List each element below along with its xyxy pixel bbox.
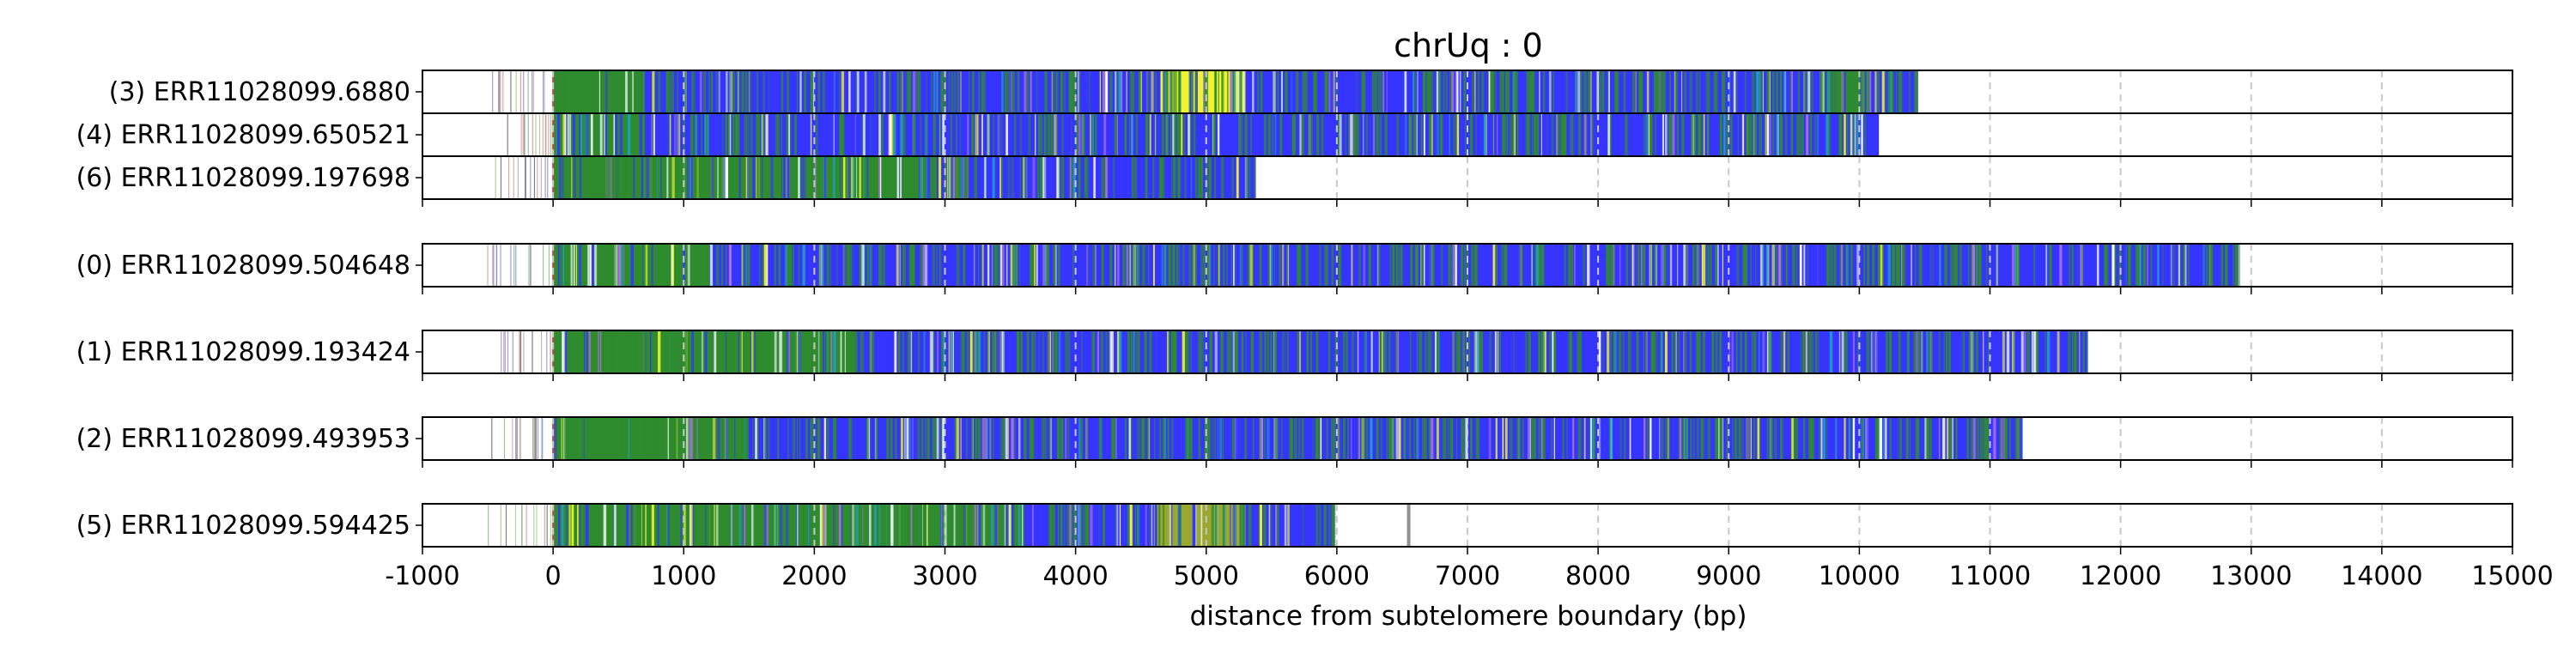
x-tick-label: 5000 [1174,561,1239,591]
x-axis-label: distance from subtelomere boundary (bp) [1190,601,1747,632]
x-tick-label: 7000 [1435,561,1500,591]
x-tick-label: 10000 [1819,561,1900,591]
read-track: (3) ERR11028099.6880 [109,70,2513,114]
read-label: (5) ERR11028099.594425 [76,511,410,541]
x-tick-label: 8000 [1565,561,1631,591]
read-track: (5) ERR11028099.594425 [76,503,2513,548]
read-segment-green [553,417,750,460]
x-tick-label: 11000 [1949,561,2031,591]
x-tick-label: 9000 [1696,561,1761,591]
x-tick-label: -1000 [385,561,459,591]
read-label: (1) ERR11028099.193424 [76,337,410,367]
boundary-line [552,113,555,156]
boundary-line [552,417,555,460]
read-track: (0) ERR11028099.504648 [76,243,2513,288]
x-tick-label: 0 [545,561,562,591]
read-segment-olive [1153,504,1246,547]
read-segment-blue [749,417,2023,460]
boundary-line [552,70,555,113]
x-tick-label: 6000 [1304,561,1370,591]
read-track: (4) ERR11028099.650521 [76,112,2513,157]
read-track: (6) ERR11028099.197698 [76,155,2513,200]
read-track: (2) ERR11028099.493953 [76,416,2513,461]
boundary-line [552,244,555,287]
x-tick-label: 4000 [1042,561,1108,591]
read-label: (3) ERR11028099.6880 [109,77,410,107]
read-marker [1406,504,1411,547]
read-label: (6) ERR11028099.197698 [76,163,410,193]
read-segment-blue [709,244,2239,287]
x-tick-label: 15000 [2471,561,2553,591]
read-label: (0) ERR11028099.504648 [76,251,410,281]
chart-title: chrUq : 0 [1394,27,1543,64]
x-tick-label: 1000 [651,561,716,591]
x-tick-label: 13000 [2210,561,2292,591]
read-label: (4) ERR11028099.650521 [76,120,410,150]
read-track: (1) ERR11028099.193424 [76,330,2513,374]
read-label: (2) ERR11028099.493953 [76,424,410,454]
tracks: (3) ERR11028099.6880 (4) ERR11028099.6505… [76,70,2513,548]
x-axis: -1000 0 1000 2000 3000 4000 5000 6000 7000 8000 90… [385,199,2554,591]
boundary-line [552,330,555,373]
x-tick-label: 14000 [2341,561,2422,591]
boundary-line [552,156,555,199]
x-tick-label: 12000 [2080,561,2161,591]
boundary-line [552,504,555,547]
read-segment-green [553,70,645,113]
x-tick-label: 2000 [781,561,847,591]
x-tick-label: 3000 [912,561,977,591]
